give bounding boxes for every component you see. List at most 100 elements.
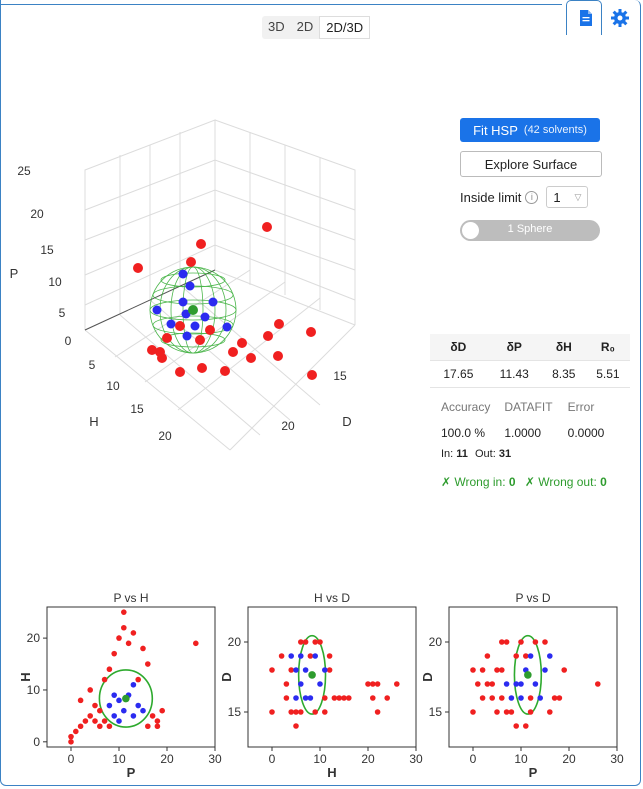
y-tick-label: 20 <box>228 635 242 649</box>
scatter-h-vs-d[interactable]: H vs D 0 10 20 30 15 20 H D <box>221 590 431 780</box>
inside-point <box>513 681 519 687</box>
inside-limit-select[interactable]: 1 ▽ <box>546 186 589 208</box>
x-tick-label: 20 <box>562 752 576 766</box>
outside-point <box>283 681 290 687</box>
param-value: 5.51 <box>585 360 630 388</box>
inside-point <box>503 681 510 687</box>
outside-point <box>92 718 98 724</box>
outside-point <box>470 667 476 673</box>
outside-point <box>293 723 299 729</box>
inside-point <box>322 667 328 673</box>
outside-point <box>298 709 304 715</box>
wrong-out-label: ✗ Wrong out: <box>524 475 597 489</box>
inside-point <box>537 695 543 701</box>
info-icon[interactable]: i <box>525 190 539 204</box>
outside-point <box>140 645 146 652</box>
hx-tick: 5 <box>89 358 96 372</box>
outside-point <box>523 653 529 659</box>
outside-point <box>341 695 347 701</box>
inside-point <box>302 667 309 673</box>
tab-2d-3d[interactable]: 2D/3D <box>319 16 371 39</box>
x-tick-label: 0 <box>470 752 477 766</box>
axis-label-h: H <box>89 414 98 429</box>
outside-point <box>484 653 491 659</box>
in-count: 11 <box>456 448 468 460</box>
wrong-out-count: 0 <box>600 475 607 489</box>
plot-3d[interactable]: 0 5 10 15 20 25 5 10 15 20 15 20 H D P <box>0 60 440 480</box>
outside-point <box>374 681 381 687</box>
sphere-toggle[interactable]: 1 Sphere <box>460 220 600 241</box>
fit-hsp-button[interactable]: Fit HSP (42 solvents) <box>460 118 600 142</box>
inside-point <box>106 702 113 709</box>
outside-point <box>306 327 316 337</box>
inside-point <box>222 322 232 332</box>
outside-point <box>283 695 290 701</box>
inside-point <box>152 305 162 315</box>
outside-point <box>513 653 519 659</box>
inside-point <box>130 681 137 688</box>
h-tick: 20 <box>30 207 44 221</box>
outside-point <box>302 639 309 645</box>
x-tick-label: 0 <box>269 752 276 766</box>
inside-point <box>116 697 122 704</box>
outside-point <box>307 653 314 659</box>
outside-point <box>499 639 505 645</box>
inside-point <box>200 312 210 322</box>
inside-point <box>135 702 141 709</box>
h-tick: 15 <box>40 243 54 257</box>
h-tick: 10 <box>48 275 62 289</box>
outside-point <box>527 709 534 715</box>
outside-point <box>220 366 230 376</box>
inside-point <box>121 707 127 714</box>
outside-point <box>561 667 567 673</box>
plot3d-axis-line <box>84 269 216 331</box>
sphere-center-point <box>188 305 198 315</box>
inside-point <box>178 297 188 307</box>
outside-point <box>237 338 247 348</box>
outside-point <box>155 347 165 357</box>
outside-point <box>479 667 486 673</box>
plot3d-points <box>133 222 317 380</box>
outside-point <box>499 695 505 701</box>
outside-point <box>101 676 108 683</box>
scatter-p-vs-h[interactable]: P vs H 0 10 20 30 0 10 20 P H <box>20 590 230 780</box>
x-axis-label: P <box>529 765 538 780</box>
inside-point <box>317 681 323 687</box>
inside-point <box>208 297 218 307</box>
document-icon[interactable] <box>576 8 596 28</box>
gear-icon[interactable] <box>610 8 630 28</box>
outside-point <box>228 347 238 357</box>
outside-point <box>154 718 161 724</box>
inside-point <box>293 695 299 701</box>
y-tick-label: 10 <box>27 683 41 697</box>
out-count: 31 <box>498 448 512 460</box>
stat-label: DATAFIT <box>504 400 553 414</box>
outside-point <box>87 713 93 719</box>
explore-surface-button[interactable]: Explore Surface <box>460 151 602 177</box>
h-tick: 25 <box>17 164 31 178</box>
outside-point <box>263 331 273 341</box>
inside-point <box>298 681 304 687</box>
outside-point <box>273 351 283 361</box>
x-tick-label: 10 <box>514 752 528 766</box>
view-mode-toggle: 3D 2D 2D/3D <box>262 16 371 39</box>
scatter-p-vs-d[interactable]: P vs D 0 10 20 30 15 20 P D <box>422 590 632 780</box>
chart-title: P vs D <box>515 591 550 605</box>
outside-point <box>135 676 141 683</box>
hsp-circle <box>513 634 543 715</box>
param-value: 17.65 <box>430 360 487 388</box>
outside-point <box>293 709 299 715</box>
stat-value: 0.0000 <box>567 426 605 440</box>
fit-hsp-count: (42 solvents) <box>523 124 587 136</box>
param-header: R₀ <box>585 334 630 361</box>
hx-tick: 20 <box>158 429 172 443</box>
tab-2d[interactable]: 2D <box>296 19 314 34</box>
center-point <box>308 671 316 679</box>
outside-point <box>326 667 333 673</box>
tab-3d[interactable]: 3D <box>268 19 285 34</box>
inside-point <box>547 653 553 659</box>
outside-point <box>87 687 93 693</box>
outside-point <box>154 723 161 730</box>
outside-point <box>106 666 113 673</box>
